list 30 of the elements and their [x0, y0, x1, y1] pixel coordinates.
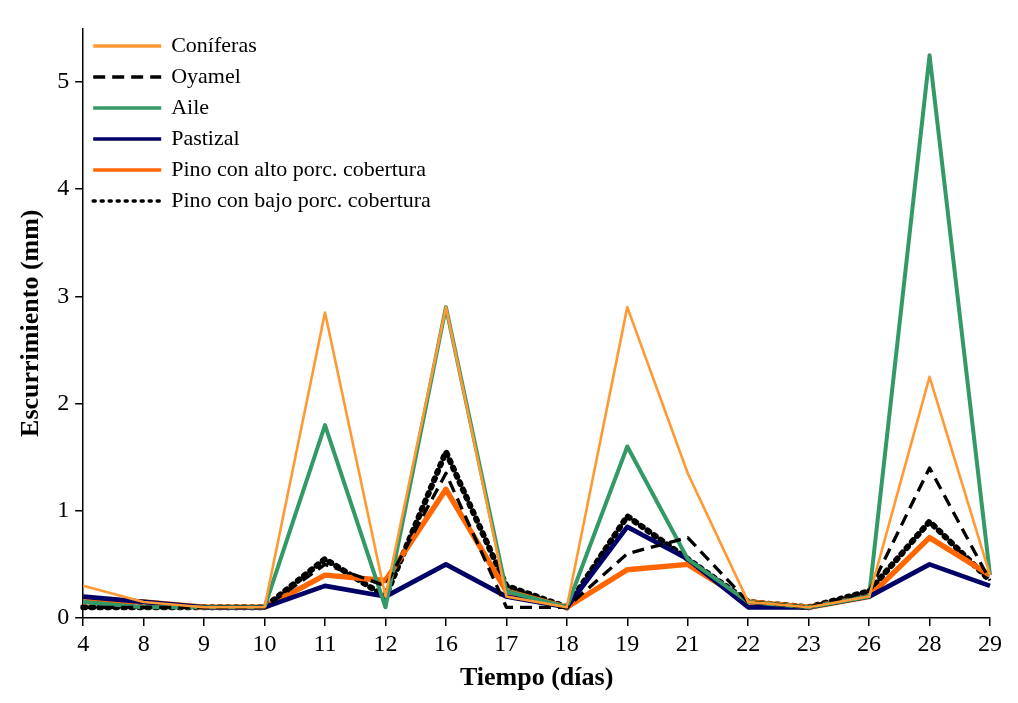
y-tick-label: 3	[57, 281, 70, 308]
x-tick-label: 12	[373, 629, 398, 656]
y-tick-label: 0	[57, 603, 70, 630]
legend-label: Oyamel	[171, 62, 241, 88]
legend-label: Aile	[171, 93, 210, 119]
x-tick-label: 9	[198, 629, 211, 656]
x-tick-label: 17	[494, 629, 519, 656]
x-tick-label: 22	[736, 629, 761, 656]
x-tick-label: 19	[615, 629, 640, 656]
x-tick-label: 16	[433, 629, 458, 656]
y-tick-label: 1	[57, 496, 70, 523]
legend-label: Pino con alto porc. cobertura	[171, 155, 427, 181]
x-tick-label: 28	[917, 629, 942, 656]
legend-label: Pastizal	[171, 124, 240, 150]
x-tick-label: 10	[252, 629, 277, 656]
y-tick-label: 5	[57, 67, 70, 94]
y-axis-title: Escurrimiento (mm)	[15, 209, 45, 437]
legend-label: Pino con bajo porc. cobertura	[171, 186, 432, 212]
y-tick-label: 4	[57, 174, 70, 201]
x-tick-label: 8	[137, 629, 150, 656]
x-tick-label: 18	[554, 629, 579, 656]
x-axis-title: Tiempo (días)	[459, 662, 614, 692]
x-tick-label: 23	[796, 629, 821, 656]
x-tick-label: 11	[313, 629, 337, 656]
x-tick-label: 21	[675, 629, 700, 656]
x-tick-label: 29	[978, 629, 1002, 656]
legend-label: Coníferas	[171, 31, 257, 57]
x-tick-label: 26	[857, 629, 882, 656]
y-tick-label: 2	[57, 388, 70, 415]
x-tick-label: 4	[77, 629, 90, 656]
